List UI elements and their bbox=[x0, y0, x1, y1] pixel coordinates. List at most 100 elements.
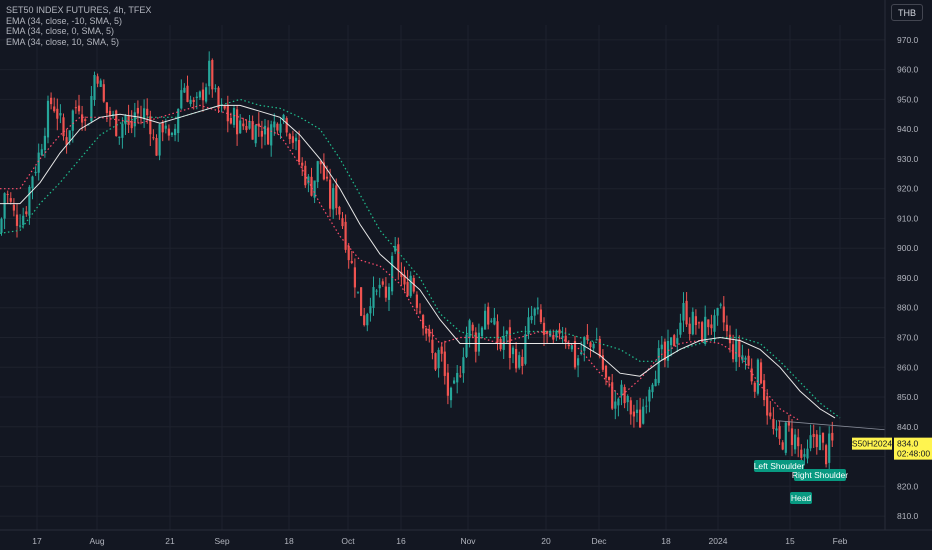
candle-body-217 bbox=[673, 335, 676, 347]
candle-body-60 bbox=[186, 85, 189, 102]
candle-body-223 bbox=[691, 311, 694, 335]
time-axis[interactable]: 17 Aug 21 Sep 18 Oct 16 Nov 20 Dec 18 2024 15 Feb bbox=[0, 529, 932, 546]
legend-ema-minus[interactable]: EMA (34, close, -10, SMA, 5) bbox=[6, 15, 123, 26]
candle-body-46 bbox=[143, 108, 146, 119]
legend[interactable]: SET50 INDEX FUTURES, 4h, TFEX EMA (34, c… bbox=[6, 5, 151, 47]
candle-body-38 bbox=[118, 136, 121, 138]
candle-body-268 bbox=[831, 432, 834, 441]
candle-body-117 bbox=[363, 315, 366, 326]
price-tick-13: 840.0 bbox=[897, 422, 919, 432]
candle-body-257 bbox=[797, 437, 800, 447]
candle-body-74 bbox=[229, 118, 232, 124]
right-shoulder-label: Right Shoulder bbox=[792, 469, 848, 481]
candle-body-98 bbox=[304, 165, 307, 186]
price-tick-8: 890.0 bbox=[897, 273, 919, 283]
candle-body-144 bbox=[446, 372, 449, 396]
candle-body-219 bbox=[679, 322, 682, 335]
candle-body-149 bbox=[462, 357, 465, 374]
candle-body-186 bbox=[577, 358, 580, 366]
price-tick-1: 960.0 bbox=[897, 65, 919, 75]
candle-body-138 bbox=[428, 329, 431, 337]
candle-body-13 bbox=[40, 149, 43, 156]
candle-body-120 bbox=[372, 287, 375, 308]
candle-body-143 bbox=[443, 351, 446, 376]
candle-body-239 bbox=[741, 355, 744, 361]
candle-body-166 bbox=[515, 349, 518, 369]
candle-body-129 bbox=[400, 271, 403, 278]
legend-ema-plus[interactable]: EMA (34, close, 10, SMA, 5) bbox=[6, 36, 120, 47]
candle-body-94 bbox=[291, 136, 294, 143]
candle-body-69 bbox=[214, 88, 217, 90]
candle-body-202 bbox=[626, 395, 629, 403]
candle-body-4 bbox=[12, 204, 15, 211]
candle-body-5 bbox=[15, 214, 19, 226]
candle-body-115 bbox=[356, 291, 360, 293]
candle-body-142 bbox=[440, 346, 443, 354]
candle-body-164 bbox=[508, 327, 511, 358]
candle-body-153 bbox=[474, 332, 477, 352]
candle-body-170 bbox=[527, 317, 530, 335]
candle-body-125 bbox=[387, 286, 391, 300]
candle-body-17 bbox=[53, 106, 56, 112]
legend-ema-main[interactable]: EMA (34, close, 0, SMA, 5) bbox=[6, 26, 115, 36]
candle-body-72 bbox=[223, 105, 226, 109]
candle-body-18 bbox=[56, 108, 59, 119]
candle-body-122 bbox=[378, 284, 381, 289]
candle-body-86 bbox=[267, 127, 270, 145]
legend-title[interactable]: SET50 INDEX FUTURES, 4h, TFEX bbox=[6, 5, 152, 15]
candle-body-155 bbox=[480, 327, 484, 337]
candle-body-95 bbox=[294, 137, 298, 142]
candle-body-256 bbox=[794, 434, 797, 450]
candle-body-105 bbox=[325, 176, 329, 179]
candle-body-70 bbox=[217, 87, 220, 109]
candle-body-54 bbox=[167, 128, 170, 136]
candle-body-140 bbox=[434, 353, 437, 370]
candle-body-22 bbox=[68, 130, 71, 141]
candle-body-108 bbox=[335, 185, 338, 209]
candle-body-243 bbox=[753, 382, 756, 392]
candle-body-190 bbox=[589, 342, 592, 348]
candle-body-104 bbox=[322, 162, 325, 180]
time-tick-10: 18 bbox=[661, 536, 671, 546]
candle-body-225 bbox=[697, 322, 701, 324]
candle-body-175 bbox=[542, 322, 546, 335]
candle-body-27 bbox=[84, 119, 87, 121]
candle-body-20 bbox=[62, 117, 65, 137]
currency-button[interactable]: THB bbox=[891, 4, 923, 21]
price-axis[interactable]: 970.0 960.0 950.0 940.0 930.0 920.0 910.0 900.0… bbox=[884, 0, 932, 550]
candle-body-258 bbox=[800, 449, 803, 458]
candle-body-218 bbox=[676, 338, 679, 344]
candle-body-185 bbox=[573, 341, 577, 368]
candle-body-57 bbox=[177, 108, 180, 134]
candle-body-55 bbox=[170, 132, 174, 136]
candle-body-59 bbox=[183, 87, 186, 93]
candle-body-24 bbox=[74, 107, 77, 109]
candle-body-118 bbox=[366, 313, 369, 326]
candle-body-75 bbox=[232, 108, 236, 125]
candle-body-255 bbox=[790, 428, 794, 445]
candle-body-90 bbox=[279, 123, 282, 133]
candle-body-39 bbox=[121, 123, 124, 138]
candle-body-250 bbox=[775, 428, 778, 431]
candle-body-42 bbox=[130, 120, 133, 129]
candle-body-119 bbox=[369, 306, 372, 314]
symbol-tag: S50H2024 bbox=[852, 439, 892, 449]
candle-body-65 bbox=[201, 89, 205, 101]
candle-body-136 bbox=[422, 315, 425, 329]
candle-body-44 bbox=[136, 107, 139, 114]
time-tick-1: Aug bbox=[89, 536, 104, 546]
candle-body-58 bbox=[180, 90, 183, 109]
ema-minus-line bbox=[0, 104, 801, 422]
candle-body-171 bbox=[530, 315, 533, 321]
candle-body-109 bbox=[338, 206, 341, 215]
candle-body-112 bbox=[347, 245, 350, 261]
candle-body-33 bbox=[102, 84, 105, 102]
candle-body-216 bbox=[670, 337, 673, 346]
candle-body-113 bbox=[350, 261, 353, 263]
candle-body-242 bbox=[750, 368, 753, 382]
candle-body-172 bbox=[533, 308, 536, 316]
candle-body-102 bbox=[316, 161, 319, 183]
